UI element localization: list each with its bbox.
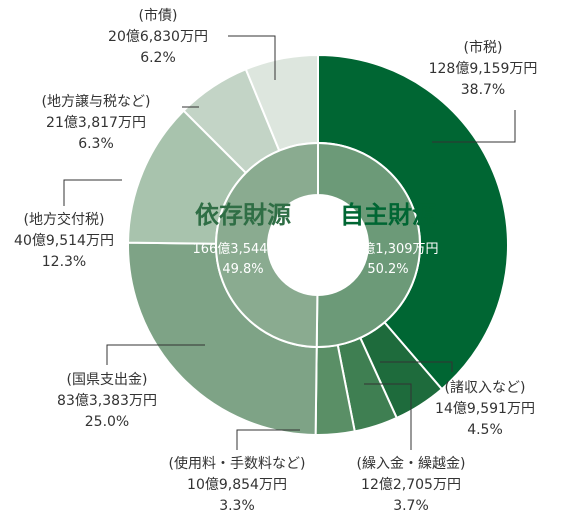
center-label-0: 自主財源 167億1,309万円 50.2% xyxy=(337,201,438,277)
inner-ring xyxy=(214,141,421,349)
center-percent: 50.2% xyxy=(367,262,408,277)
leader-lines xyxy=(63,35,516,450)
segment-amount: 14億9,591万円 xyxy=(435,401,535,417)
leader-line-3 xyxy=(236,429,300,450)
center-amount: 166億3,544万円 xyxy=(192,241,293,257)
inner-slice-0 xyxy=(315,141,421,348)
segment-name: (国県支出金) xyxy=(67,372,148,388)
segment-name: (地方交付税) xyxy=(24,211,105,228)
outer-ring xyxy=(127,53,509,436)
segment-label-2: (繰入金・繰越金) 12億2,705万円 3.7% xyxy=(357,456,466,514)
segment-amount: 20億6,830万円 xyxy=(108,29,208,45)
segment-amount: 12億2,705万円 xyxy=(361,477,461,493)
segment-amount: 83億3,383万円 xyxy=(57,393,157,409)
center-title: 依存財源 xyxy=(195,201,291,229)
segment-label-4: (国県支出金) 83億3,383万円 25.0% xyxy=(57,372,157,430)
segment-label-7: (市債) 20億6,830万円 6.2% xyxy=(108,7,208,66)
segment-amount: 40億9,514万円 xyxy=(14,233,114,249)
segment-percent: 38.7% xyxy=(461,82,505,98)
segment-percent: 12.3% xyxy=(42,254,86,270)
center-labels: 自主財源 167億1,309万円 50.2% 依存財源 166億3,544万円 49.8% xyxy=(192,201,438,277)
leader-line-1 xyxy=(380,361,453,372)
segment-amount: 128億9,159万円 xyxy=(429,61,538,77)
segment-name: (市債) xyxy=(139,7,178,24)
segment-label-5: (地方交付税) 40億9,514万円 12.3% xyxy=(14,211,114,270)
segment-label-3: (使用料・手数料など) 10億9,854万円 3.3% xyxy=(169,455,306,514)
center-amount: 167億1,309万円 xyxy=(337,241,438,257)
segment-percent: 25.0% xyxy=(85,414,129,430)
leader-line-4 xyxy=(106,344,205,365)
leader-line-0 xyxy=(432,110,516,143)
center-percent: 49.8% xyxy=(222,262,263,277)
segment-percent: 6.3% xyxy=(78,136,114,152)
segment-percent: 3.7% xyxy=(393,498,429,514)
segment-percent: 6.2% xyxy=(140,50,176,66)
segment-name: (市税) xyxy=(464,39,503,56)
segment-amount: 21億3,817万円 xyxy=(46,115,146,131)
segment-label-0: (市税) 128億9,159万円 38.7% xyxy=(429,39,538,98)
segment-amount: 10億9,854万円 xyxy=(187,477,287,493)
segment-label-6: (地方譲与税など) 21億3,817万円 6.3% xyxy=(42,94,151,152)
segment-label-1: (諸収入など) 14億9,591万円 4.5% xyxy=(435,380,535,438)
segment-percent: 4.5% xyxy=(467,422,503,438)
leader-line-7 xyxy=(228,35,276,80)
center-title: 自主財源 xyxy=(340,201,436,229)
segment-name: (諸収入など) xyxy=(445,380,526,396)
leader-line-2 xyxy=(364,383,412,450)
segment-name: (地方譲与税など) xyxy=(42,94,151,110)
donut-hole xyxy=(268,195,368,295)
center-label-1: 依存財源 166億3,544万円 49.8% xyxy=(192,201,293,277)
segment-name: (繰入金・繰越金) xyxy=(357,456,466,472)
segment-percent: 3.3% xyxy=(219,498,255,514)
leader-line-5 xyxy=(63,179,122,206)
segment-name: (使用料・手数料など) xyxy=(169,455,306,472)
segment-labels: (市税) 128億9,159万円 38.7% (諸収入など) 14億9,591万円 4.5… xyxy=(14,7,537,514)
